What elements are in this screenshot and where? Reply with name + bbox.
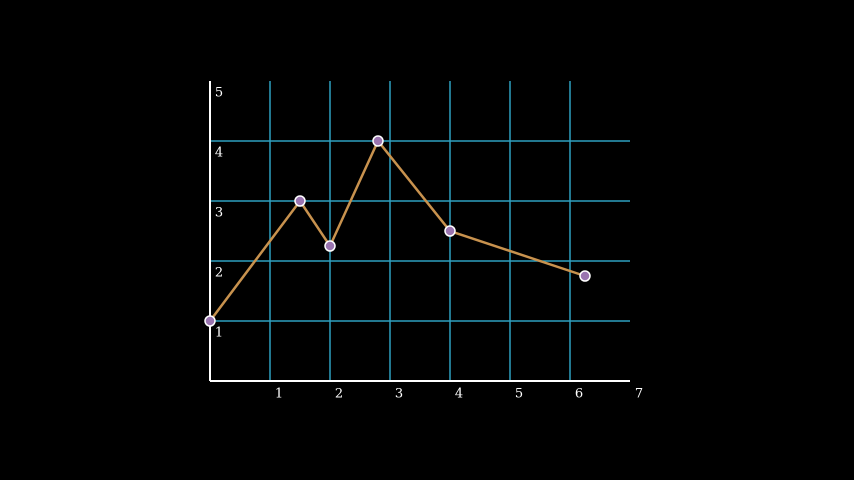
y-tick-label: 2 (215, 266, 223, 281)
data-point (324, 240, 336, 252)
y-tick-label: 5 (215, 86, 223, 101)
y-tick-label: 3 (215, 206, 223, 221)
y-tick-label: 4 (215, 146, 223, 161)
data-point (579, 270, 591, 282)
data-line (209, 138, 586, 322)
x-tick-label: 7 (635, 387, 643, 402)
x-tick-label: 2 (335, 387, 343, 402)
x-tick-label: 3 (395, 387, 403, 402)
y-tick-label: 1 (215, 326, 223, 341)
x-tick-label: 4 (455, 387, 463, 402)
x-tick-label: 5 (515, 387, 523, 402)
x-tick-label: 6 (575, 387, 583, 402)
data-point (294, 195, 306, 207)
data-point (204, 315, 216, 327)
x-tick-label: 1 (275, 387, 283, 402)
data-point (444, 225, 456, 237)
data-point (372, 135, 384, 147)
